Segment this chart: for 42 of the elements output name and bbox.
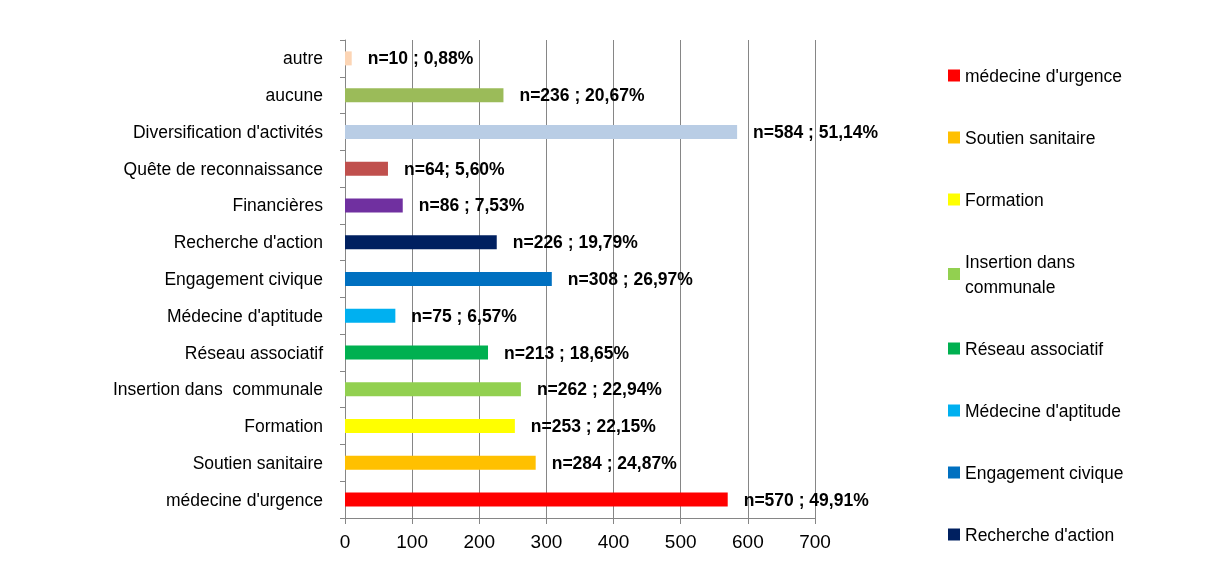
x-tick-label: 700 [799, 531, 831, 552]
legend-label: Réseau associatif [965, 338, 1104, 359]
x-tick-label: 600 [732, 531, 764, 552]
x-tick-label: 0 [339, 531, 351, 552]
data-label: n=262 ; 22,94% [536, 379, 663, 400]
data-label: n=284 ; 24,87% [551, 452, 678, 473]
legend-label: Engagement civique [965, 462, 1124, 483]
legend-label: Formation [965, 189, 1044, 210]
legend-label: Recherche d'action [965, 524, 1115, 545]
x-tick-label: 200 [463, 531, 496, 552]
y-tick-label: Quête de reconnaissance [123, 158, 323, 179]
y-tick-label: Financières [232, 195, 324, 216]
legend-label: Soutien sanitaire [965, 127, 1096, 148]
legend-label: Insertion dans communale [965, 251, 1080, 297]
y-tick-label: Engagement civique [164, 269, 323, 289]
data-label: n=584 ; 51,14% [753, 121, 879, 142]
y-tick-label: médecine d'urgence [165, 489, 323, 510]
data-label: n=213 ; 18,65% [504, 342, 630, 363]
y-tick-label: Réseau associatif [184, 342, 324, 363]
legend-label: Médecine d'aptitude [965, 400, 1122, 421]
y-tick-label: Insertion dans communale [112, 379, 323, 400]
data-label: n=86 ; 7,53% [418, 195, 525, 216]
x-tick-label: 300 [530, 531, 563, 552]
y-tick-label: Diversification d'activités [132, 121, 324, 142]
legend-label: médecine d'urgence [965, 65, 1123, 86]
data-label: n=308 ; 26,97% [567, 269, 694, 289]
data-label: n=75 ; 6,57% [411, 305, 518, 326]
data-label: n=10 ; 0,88% [367, 48, 474, 69]
x-tick-label: 100 [396, 531, 428, 552]
data-label: n=64; 5,60% [403, 158, 506, 179]
data-label: n=253 ; 22,15% [530, 416, 657, 437]
y-tick-label: Soutien sanitaire [192, 452, 323, 473]
y-tick-label: aucune [265, 85, 323, 106]
y-tick-label: Recherche d'action [173, 232, 323, 253]
x-tick-label: 400 [597, 531, 630, 552]
y-tick-label: Médecine d'aptitude [166, 305, 323, 326]
y-tick-label: autre [283, 48, 323, 69]
data-label: n=236 ; 20,67% [519, 85, 645, 106]
data-label: n=226 ; 19,79% [512, 232, 639, 253]
data-label: n=570 ; 49,91% [743, 489, 870, 510]
x-tick-label: 500 [664, 531, 697, 552]
y-tick-label: Formation [244, 416, 323, 437]
